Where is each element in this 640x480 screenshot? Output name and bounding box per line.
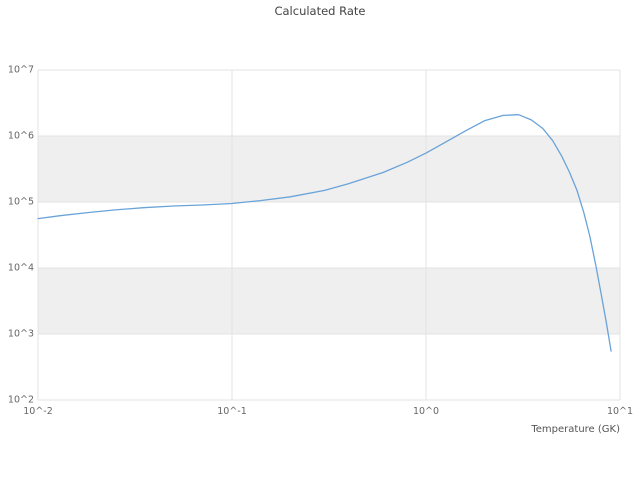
y-tick-label: 10^7: [7, 64, 34, 76]
chart-title: Calculated Rate: [274, 4, 366, 18]
y-tick-label: 10^2: [7, 394, 34, 406]
y-tick-label: 10^3: [7, 328, 34, 340]
x-axis-label: Temperature (GK): [531, 424, 620, 435]
x-tick-label: 10^-1: [217, 406, 247, 417]
x-tick-label: 10^-2: [23, 406, 53, 417]
shaded-band: [38, 268, 620, 334]
x-tick-label: 10^1: [606, 406, 634, 417]
y-tick-label: 10^4: [7, 262, 34, 274]
y-tick-label: 10^6: [7, 130, 34, 142]
series-line-calculated-rate: [37, 114, 612, 352]
x-tick-label: 10^0: [412, 406, 440, 417]
shaded-band: [38, 136, 620, 202]
y-tick-label: 10^5: [7, 196, 34, 208]
